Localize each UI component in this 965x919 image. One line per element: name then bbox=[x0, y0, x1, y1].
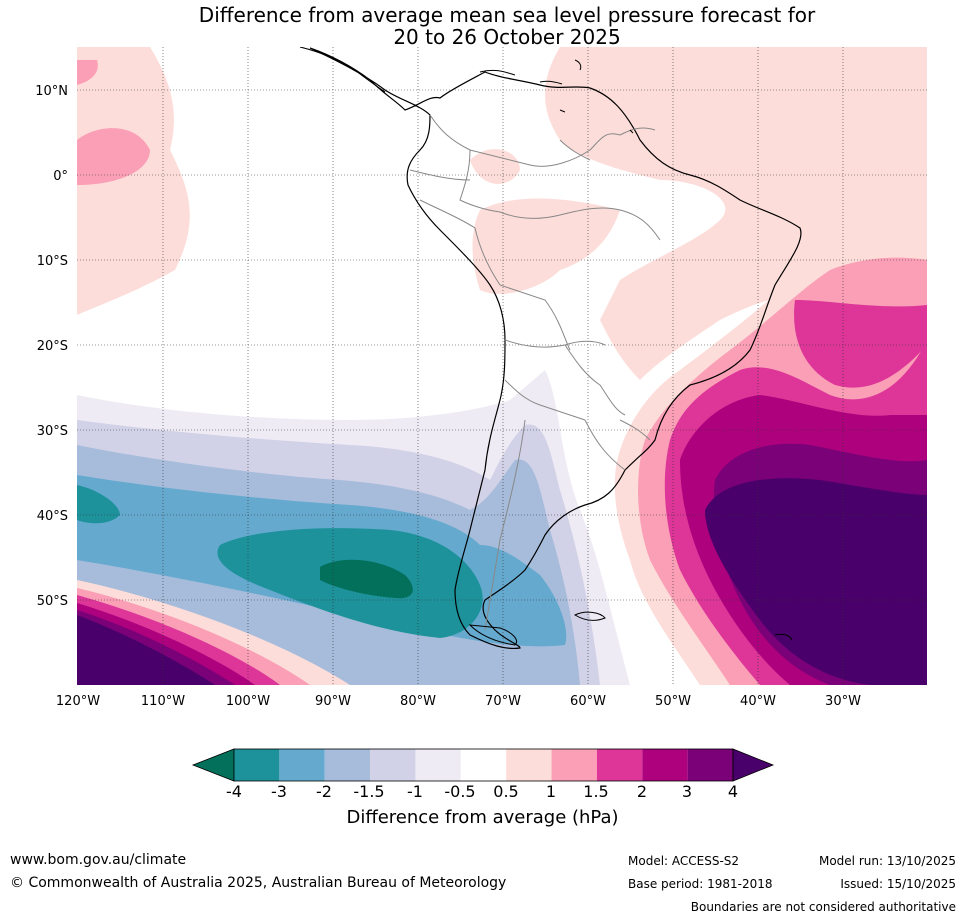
colorbar-tick-label: -4 bbox=[226, 782, 242, 801]
lat-tick-label: 10°S bbox=[37, 254, 68, 269]
lon-tick-label: 60°W bbox=[570, 694, 606, 709]
colorbar-tick-label: 1.5 bbox=[583, 782, 609, 801]
colorbar-segment bbox=[506, 749, 552, 781]
latitude-axis: 10°N 0° 10°S 20°S 30°S 40°S 50°S bbox=[35, 84, 68, 609]
country-borders bbox=[409, 114, 661, 631]
title-line-1: Difference from average mean sea level p… bbox=[198, 3, 816, 27]
colorbar-tick-label: 2 bbox=[636, 782, 648, 801]
anomaly-region-se-atlantic-pos6 bbox=[705, 478, 927, 685]
copyright-text: © Commonwealth of Australia 2025, Austra… bbox=[10, 875, 507, 891]
graticule bbox=[77, 47, 927, 685]
colorbar-tick-label: -1.5 bbox=[353, 782, 385, 801]
south-america-coastline bbox=[309, 47, 802, 650]
lat-tick-label: 10°N bbox=[35, 84, 68, 99]
anomaly-region-nw-pos bbox=[77, 47, 190, 315]
colorbar-tick-label: 0.5 bbox=[493, 782, 519, 801]
tierra-del-fuego bbox=[468, 611, 606, 646]
website-link[interactable]: www.bom.gov.au/climate bbox=[10, 852, 187, 868]
anomaly-region-sp-neg5a bbox=[77, 485, 120, 524]
anomaly-region-sp-pos6 bbox=[77, 615, 215, 685]
anomaly-region-nw-pos2 bbox=[77, 60, 98, 85]
colorbar-segment bbox=[460, 749, 507, 781]
colorbar-title: Difference from average (hPa) bbox=[346, 807, 619, 828]
lon-tick-label: 40°W bbox=[740, 694, 776, 709]
colorbar-segment bbox=[551, 749, 597, 781]
lat-tick-label: 20°S bbox=[37, 339, 68, 354]
colorbar-segment bbox=[415, 749, 461, 781]
lon-tick-label: 120°W bbox=[56, 694, 100, 709]
lon-tick-label: 50°W bbox=[655, 694, 691, 709]
anomaly-region-sp-neg6 bbox=[320, 559, 413, 599]
anomaly-region-nw-pos3 bbox=[77, 128, 150, 185]
boundaries-note: Boundaries are not considered authoritat… bbox=[690, 900, 956, 914]
anomaly-region-amazon-pos bbox=[472, 198, 620, 294]
lon-tick-label: 110°W bbox=[141, 694, 185, 709]
colorbar-tick-label: 4 bbox=[727, 782, 739, 801]
pressure-anomaly-field bbox=[77, 47, 927, 685]
colorbar-tick-label: -1 bbox=[407, 782, 423, 801]
title-line-2: 20 to 26 October 2025 bbox=[393, 25, 621, 49]
anomaly-region-se-atlantic-pos3b bbox=[794, 300, 927, 388]
lon-tick-label: 80°W bbox=[400, 694, 436, 709]
colorbar-border bbox=[233, 748, 734, 782]
colorbar-segment bbox=[279, 749, 325, 781]
lat-tick-label: 30°S bbox=[37, 424, 68, 439]
colorbar-segment bbox=[370, 749, 416, 781]
base-period-text: Base period: 1981-2018 bbox=[628, 877, 773, 891]
colorbar-segment bbox=[642, 749, 688, 781]
issued-text: Issued: 15/10/2025 bbox=[840, 877, 956, 891]
caribbean-islands bbox=[479, 59, 634, 134]
lon-tick-label: 90°W bbox=[315, 694, 351, 709]
south-georgia bbox=[774, 633, 793, 641]
colorbar-segment bbox=[324, 749, 371, 781]
colorbar-extend-high bbox=[732, 748, 775, 782]
model-run-text: Model run: 13/10/2025 bbox=[818, 854, 956, 868]
longitude-axis: 120°W 110°W 100°W 90°W 80°W 70°W 60°W 50… bbox=[56, 694, 861, 709]
central-america-coastline bbox=[299, 47, 386, 93]
lon-tick-label: 30°W bbox=[825, 694, 861, 709]
model-text: Model: ACCESS-S2 bbox=[628, 854, 740, 868]
colorbar-tick-label: 1 bbox=[545, 782, 557, 801]
colorbar-tick-label: -2 bbox=[316, 782, 332, 801]
colorbar-tick-label: 3 bbox=[681, 782, 693, 801]
colorbar bbox=[191, 748, 775, 782]
lat-tick-label: 0° bbox=[53, 169, 68, 184]
lon-tick-label: 70°W bbox=[485, 694, 521, 709]
colorbar-segment bbox=[234, 749, 280, 781]
colorbar-tick-label: -0.5 bbox=[444, 782, 476, 801]
colorbar-tick-label: -3 bbox=[271, 782, 287, 801]
chart-title: Difference from average mean sea level p… bbox=[0, 4, 965, 48]
colorbar-segment bbox=[687, 749, 733, 781]
colorbar-segment bbox=[596, 749, 643, 781]
lat-tick-label: 50°S bbox=[37, 594, 68, 609]
lat-tick-label: 40°S bbox=[37, 509, 68, 524]
lon-tick-label: 100°W bbox=[226, 694, 270, 709]
colorbar-extend-low bbox=[191, 748, 235, 782]
